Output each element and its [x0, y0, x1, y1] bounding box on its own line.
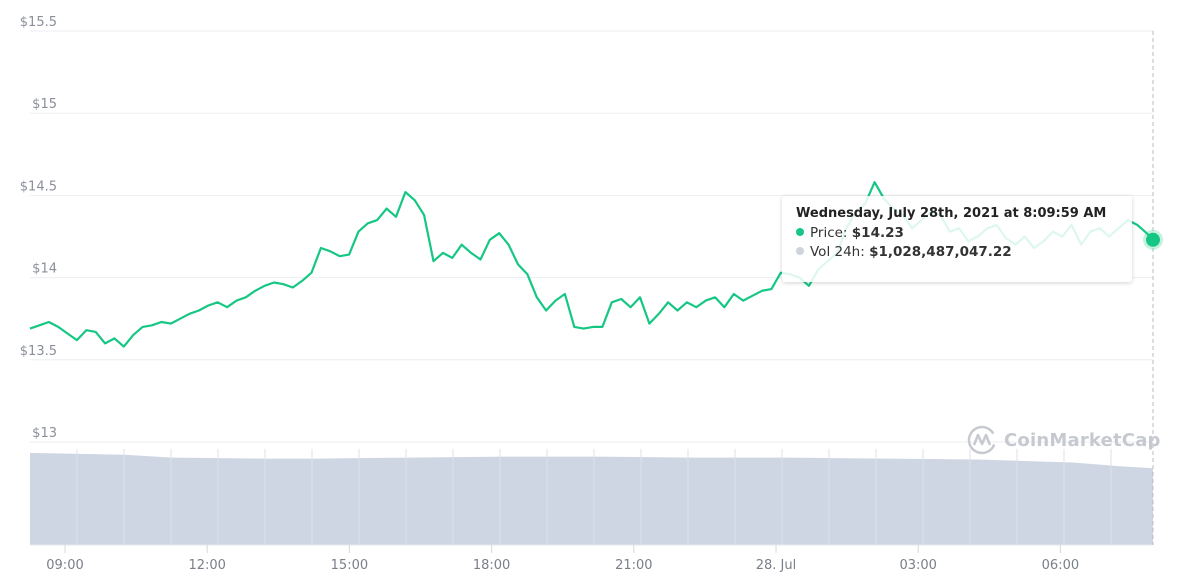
y-tick-label: $13: [32, 426, 57, 441]
x-tick-label: 15:00: [331, 558, 368, 573]
tooltip-volume-label: Vol 24h:: [810, 244, 865, 260]
volume-legend-dot-icon: [796, 247, 804, 255]
x-tick-label: 12:00: [188, 558, 225, 573]
tooltip-price-row: Price: $14.23: [796, 224, 1120, 243]
volume-area: [30, 449, 1153, 545]
x-tick-label: 03:00: [899, 558, 936, 573]
volume-area-fill: [30, 452, 1153, 545]
price-legend-dot-icon: [796, 228, 804, 236]
coinmarketcap-logo-icon: [967, 425, 997, 455]
y-tick-label: $14.5: [20, 179, 57, 194]
coinmarketcap-watermark: CoinMarketCap: [966, 424, 1161, 456]
tooltip-volume-value: $1,028,487,047.22: [869, 244, 1012, 260]
y-tick-label: $15: [32, 97, 57, 112]
watermark-text: CoinMarketCap: [1004, 429, 1161, 451]
y-tick-label: $14: [32, 262, 57, 277]
x-tick-label: 21:00: [615, 558, 652, 573]
grid-lines: [30, 30, 1153, 443]
x-tick-label: 18:00: [473, 558, 510, 573]
tooltip: Wednesday, July 28th, 2021 at 8:09:59 AM…: [782, 196, 1132, 282]
x-tick-label: 06:00: [1042, 558, 1079, 573]
y-tick-label: $13.5: [20, 344, 57, 359]
highlighted-point[interactable]: [1146, 232, 1160, 247]
tooltip-price-value: $14.23: [851, 225, 904, 241]
tooltip-price-label: Price:: [810, 225, 848, 241]
x-tick-label: 09:00: [46, 558, 83, 573]
tooltip-volume-row: Vol 24h: $1,028,487,047.22: [796, 243, 1120, 262]
y-tick-label: $15.5: [20, 15, 57, 30]
x-axis: 09:00 12:00 15:00 18:00 21:00 28. Jul 03:00 06:…: [30, 544, 1153, 573]
y-axis-labels: $15.5 $15 $14.5 $14 $13.5 $13: [20, 15, 57, 441]
x-tick-label: 28. Jul: [756, 558, 797, 573]
tooltip-date: Wednesday, July 28th, 2021 at 8:09:59 AM: [796, 206, 1107, 221]
